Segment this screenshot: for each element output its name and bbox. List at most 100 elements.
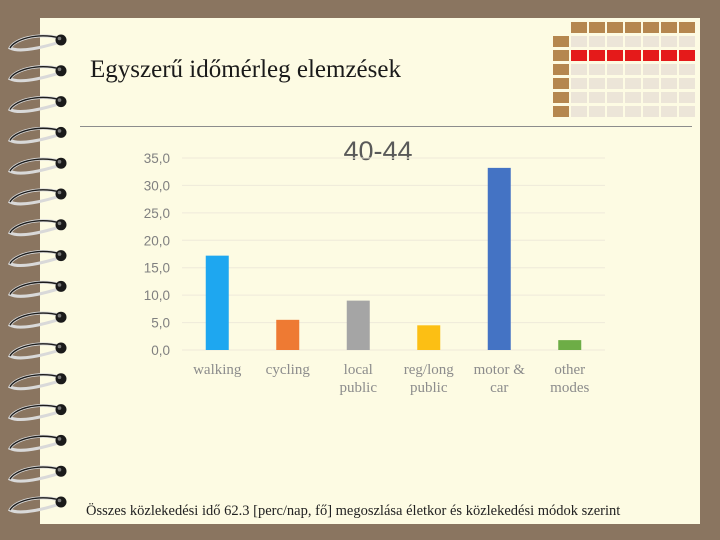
slide-caption: Összes közlekedési idő 62.3 [perc/nap, f… <box>86 503 621 519</box>
decorative-grid-cell <box>571 106 587 117</box>
decorative-grid-cell <box>661 22 677 33</box>
decorative-grid-cell <box>607 36 623 47</box>
x-tick-label: public <box>340 380 378 396</box>
bar <box>346 300 370 350</box>
spiral-ring <box>7 434 67 452</box>
decorative-grid-cell <box>553 64 569 75</box>
decorative-grid-cell <box>643 92 659 103</box>
decorative-grid-cell <box>661 106 677 117</box>
bar <box>487 167 511 350</box>
decorative-grid-cell <box>571 22 587 33</box>
spiral-ring <box>7 465 67 483</box>
decorative-grid-cell <box>607 22 623 33</box>
y-tick-label: 20,0 <box>144 233 170 248</box>
spiral-ring <box>7 311 67 329</box>
spiral-ring <box>7 373 67 391</box>
decorative-grid-cell <box>643 36 659 47</box>
slide-title: Egyszerű időmérleg elemzések <box>90 56 401 83</box>
bar <box>417 325 441 350</box>
spiral-ring <box>7 496 67 514</box>
y-tick-label: 25,0 <box>144 206 170 221</box>
decorative-grid-cell <box>679 78 695 89</box>
decorative-grid-cell <box>571 50 587 61</box>
x-tick-label: reg/long <box>404 362 454 378</box>
x-tick-label: car <box>490 380 508 396</box>
spiral-ring <box>7 157 67 175</box>
decorative-grid-cell <box>661 64 677 75</box>
decorative-grid-cell <box>679 106 695 117</box>
y-tick-label: 35,0 <box>144 151 170 166</box>
spiral-ring <box>7 34 67 52</box>
decorative-grid-cell <box>643 64 659 75</box>
spiral-ring <box>7 250 67 267</box>
decorative-grid-cell <box>589 64 605 75</box>
decorative-grid-cell <box>553 92 569 103</box>
y-tick-label: 30,0 <box>144 178 170 193</box>
y-tick-label: 5,0 <box>151 316 170 331</box>
decorative-grid-cell <box>607 64 623 75</box>
x-tick-label: modes <box>550 380 589 396</box>
bar <box>558 340 582 350</box>
title-divider <box>80 126 692 127</box>
x-tick-label: local <box>344 362 373 378</box>
decorative-grid-cell <box>661 36 677 47</box>
y-tick-label: 10,0 <box>144 288 170 303</box>
decorative-grid-cell <box>553 106 569 117</box>
spiral-binding <box>7 34 67 514</box>
decorative-grid-cell <box>661 50 677 61</box>
y-tick-label: 15,0 <box>144 261 170 276</box>
decorative-grid-cell <box>571 36 587 47</box>
decorative-grid-cell <box>679 36 695 47</box>
decorative-grid-cell <box>553 50 569 61</box>
decorative-grid-cell <box>643 50 659 61</box>
decorative-grid-cell <box>553 36 569 47</box>
decorative-grid-cell <box>625 50 641 61</box>
x-tick-label: walking <box>193 362 242 378</box>
decorative-grid-cell <box>589 106 605 117</box>
decorative-grid-cell <box>571 78 587 89</box>
decorative-grid-cell <box>661 78 677 89</box>
decorative-grid-cell <box>625 22 641 33</box>
decorative-grid-cell <box>571 64 587 75</box>
decorative-grid-cell <box>625 106 641 117</box>
decorative-grid-cell <box>625 36 641 47</box>
spiral-ring <box>7 96 67 113</box>
decorative-grid-cell <box>679 64 695 75</box>
decorative-grid-cell <box>553 78 569 89</box>
decorative-grid-cell <box>607 106 623 117</box>
decorative-grid-cell <box>679 22 695 33</box>
x-tick-label: motor & <box>474 362 526 378</box>
spiral-ring <box>7 342 67 360</box>
decorative-grid-cell <box>607 92 623 103</box>
decorative-grid-cell <box>661 92 677 103</box>
spiral-ring <box>7 188 67 206</box>
spiral-ring <box>7 404 67 421</box>
decorative-grid-cell <box>679 92 695 103</box>
spiral-ring <box>7 65 67 83</box>
spiral-ring <box>7 219 67 237</box>
decorative-grid-cell <box>589 36 605 47</box>
x-tick-label: cycling <box>266 362 311 378</box>
y-tick-label: 0,0 <box>151 343 170 358</box>
decorative-grid-cell <box>607 50 623 61</box>
x-tick-label: public <box>410 380 448 396</box>
decorative-grid-cell <box>625 64 641 75</box>
spiral-ring <box>7 126 67 144</box>
decorative-grid-cell <box>625 92 641 103</box>
x-tick-label: other <box>554 362 585 378</box>
bar <box>276 319 300 350</box>
decorative-grid-cell <box>679 50 695 61</box>
spiral-ring <box>7 280 67 298</box>
decorative-grid-cell <box>589 22 605 33</box>
decorative-grid-cell <box>643 22 659 33</box>
decorative-grid-cell <box>589 78 605 89</box>
bar <box>205 255 229 350</box>
decorative-grid-cell <box>625 78 641 89</box>
chart-title: 40-44 <box>343 136 412 166</box>
decorative-grid-cell <box>571 92 587 103</box>
decorative-grid-cell <box>589 92 605 103</box>
decorative-grid-cell <box>643 78 659 89</box>
decorative-grid-cell <box>607 78 623 89</box>
decorative-grid-cell <box>643 106 659 117</box>
